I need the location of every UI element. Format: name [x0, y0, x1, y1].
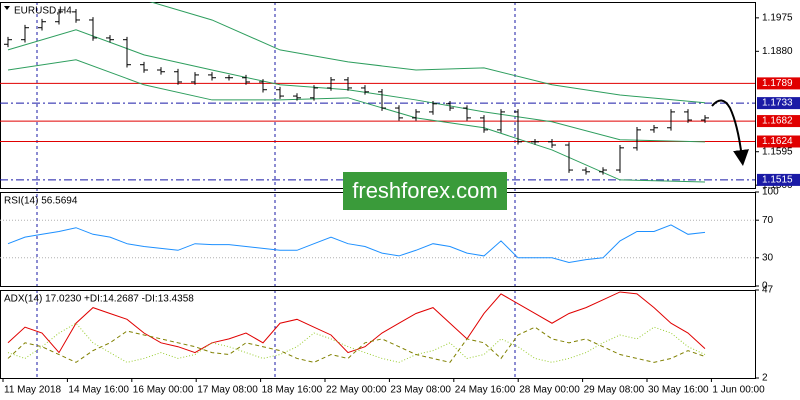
level-label-box — [757, 135, 800, 148]
panel-title: RSI(14) 56.5694 — [4, 196, 78, 207]
x-tick-label: 30 May 16:00 — [648, 385, 709, 396]
x-tick-label: 16 May 00:00 — [133, 385, 194, 396]
y-tick-label: 70 — [762, 215, 774, 226]
forecast-arrow — [711, 99, 749, 166]
panel-title: ADX(14) 17.0230 +DI:14.2687 -DI:13.4358 — [4, 294, 194, 305]
x-tick-label: 1 Jun 00:00 — [712, 385, 765, 396]
panel-frame — [0, 2, 756, 189]
panel-frame — [0, 290, 756, 379]
session-separators — [36, 2, 516, 378]
x-tick-label: 24 May 16:00 — [455, 385, 516, 396]
level-label: 1.1624 — [762, 136, 793, 147]
x-tick-label: 14 May 16:00 — [68, 385, 129, 396]
x-tick-label: 18 May 16:00 — [262, 385, 323, 396]
x-tick-label: 28 May 00:00 — [519, 385, 580, 396]
y-tick-label: 1.1595 — [762, 146, 793, 157]
level-label: 1.1733 — [762, 98, 793, 109]
x-tick-label: 23 May 08:00 — [390, 385, 451, 396]
indicator-line — [7, 322, 706, 363]
watermark: freshforex.com — [352, 178, 498, 203]
y-tick-label: 2 — [762, 373, 768, 384]
level-label: 1.1682 — [762, 116, 793, 127]
level-label-box — [757, 115, 800, 128]
plot — [0, 2, 755, 183]
y-tick-label: 0 — [762, 281, 768, 292]
bollinger-band — [7, 29, 706, 143]
bollinger-band — [7, 59, 706, 183]
watermark-box — [343, 172, 507, 210]
indicator-line — [7, 224, 706, 264]
level-label-box — [757, 77, 800, 90]
plot — [7, 291, 706, 363]
y-tick-label: 30 — [762, 252, 774, 263]
plot — [0, 219, 755, 264]
x-tick-label: 22 May 00:00 — [326, 385, 387, 396]
indicator-line — [7, 326, 706, 363]
x-tick-label: 29 May 08:00 — [584, 385, 645, 396]
level-label: 1.1789 — [762, 78, 793, 89]
y-tick-label: 1.1975 — [762, 12, 793, 23]
level-label-box — [757, 173, 800, 186]
y-tick-label: 100 — [762, 187, 779, 198]
title-marker — [4, 6, 10, 10]
y-tick-label: 47 — [762, 285, 774, 296]
level-label: 1.1515 — [762, 175, 793, 186]
y-tick-label: 1.1880 — [762, 46, 793, 57]
level-label-box — [757, 97, 800, 110]
x-tick-label: 11 May 2018 — [4, 385, 62, 396]
bollinger-band — [149, 2, 706, 104]
panel-title: EURUSD,H4 — [14, 6, 72, 17]
x-tick-label: 17 May 08:00 — [197, 385, 258, 396]
